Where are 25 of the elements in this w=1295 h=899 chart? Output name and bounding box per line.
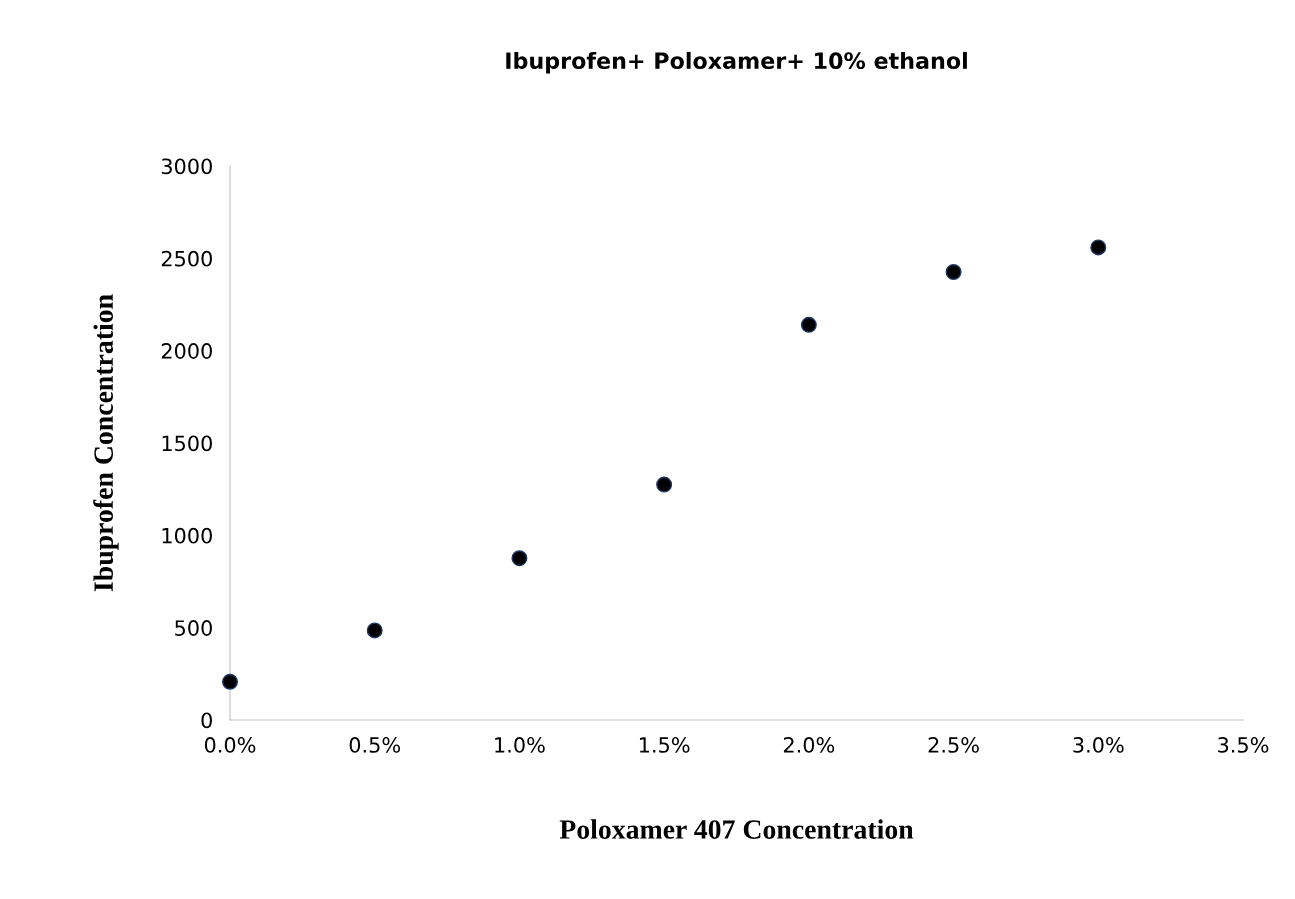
- point: [945, 264, 962, 280]
- point: [222, 673, 238, 690]
- x-tick-label: 0.0%: [204, 737, 256, 753]
- x-tick-label: 3.5%: [1218, 737, 1269, 753]
- x-tick-label: 1.0%: [495, 737, 545, 753]
- point: [656, 476, 673, 493]
- point: [366, 622, 383, 639]
- y-tick-label: 2000: [161, 343, 212, 359]
- x-tick-label: 2.0%: [783, 737, 835, 753]
- point: [800, 316, 817, 333]
- y-tick-label: 2500: [161, 250, 212, 267]
- x-axis-title: Poloxamer 407 Concentration: [559, 819, 914, 839]
- x-tick-label: 3.0%: [1073, 737, 1124, 753]
- y-tick-label: 0: [201, 712, 212, 729]
- y-tick-label: 1500: [162, 435, 212, 452]
- y-tick-label: 1000: [162, 527, 212, 544]
- y-tick-label: 3000: [161, 158, 212, 175]
- x-tick-label: 0.5%: [349, 737, 401, 753]
- x-tick-label: 2.5%: [928, 737, 979, 753]
- x-tick-label: 1.5%: [639, 737, 690, 753]
- point: [1090, 239, 1107, 256]
- y-axis-title: Ibuprofen Concentration: [93, 294, 119, 592]
- y-tick-label: 500: [175, 620, 212, 636]
- chart-title: Ibuprofen+ Poloxamer+ 10% ethanol: [506, 51, 967, 74]
- point: [511, 550, 528, 567]
